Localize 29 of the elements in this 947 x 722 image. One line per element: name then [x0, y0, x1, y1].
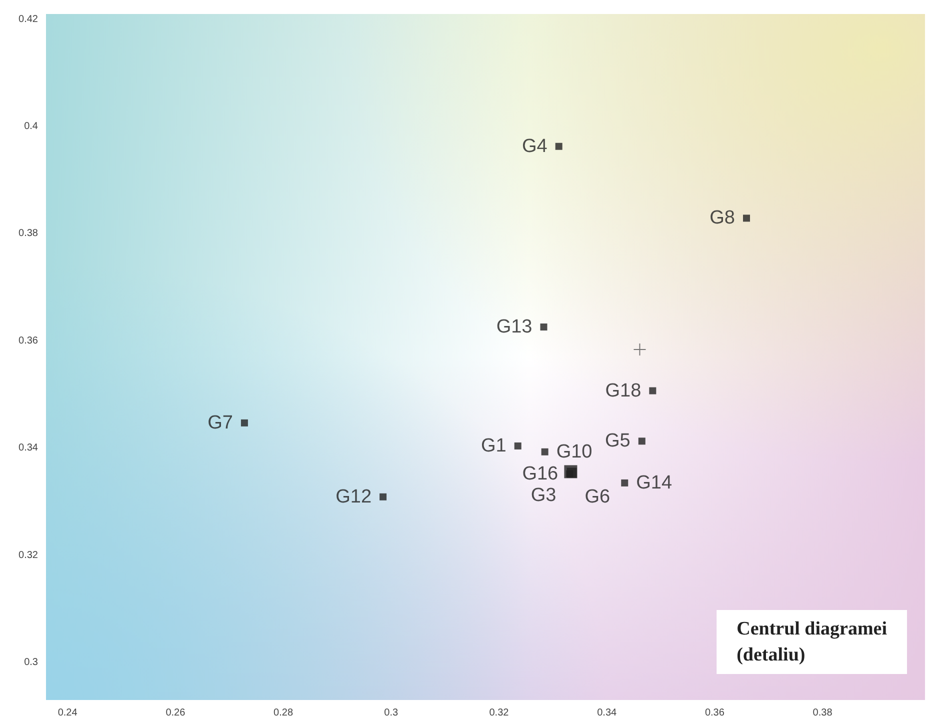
series-label: G6 [584, 486, 610, 508]
series-label: G7 [208, 412, 233, 434]
series-label: G18 [605, 380, 642, 402]
annotation: Centrul diagramei (detaliu) [736, 618, 888, 666]
x-tick-label: 0.3 [384, 708, 399, 718]
series-label: G12 [336, 486, 372, 508]
x-tick-label: 0.24 [58, 708, 78, 718]
y-tick-label: 0.32 [18, 550, 38, 561]
x-tick-label: 0.38 [812, 708, 833, 718]
series-label: G10 [556, 441, 592, 462]
y-tick-label: 0.38 [18, 228, 38, 240]
series-label: G14 [636, 472, 672, 494]
series-label: G1 [480, 435, 506, 456]
x-tick-label: 0.26 [166, 708, 186, 718]
series-label: G3 [530, 485, 556, 506]
y-tick-label: 0.3 [24, 656, 38, 668]
x-tick-label: 0.32 [489, 708, 510, 718]
series-label: G13 [496, 316, 532, 338]
y-tick-label: 0.36 [18, 335, 38, 346]
x-tick-label: 0.28 [274, 708, 294, 718]
series-label: G5 [605, 430, 630, 452]
x-tick-label: 0.36 [704, 708, 725, 718]
x-tick-label: 0.34 [597, 708, 617, 718]
series-label: G16 [522, 463, 558, 484]
series-label: G8 [710, 208, 736, 229]
series-label: G4 [522, 136, 548, 157]
y-tick-label: 0.34 [18, 442, 38, 454]
y-tick-label: 0.4 [24, 121, 38, 132]
y-tick-label: 0.42 [18, 14, 38, 25]
